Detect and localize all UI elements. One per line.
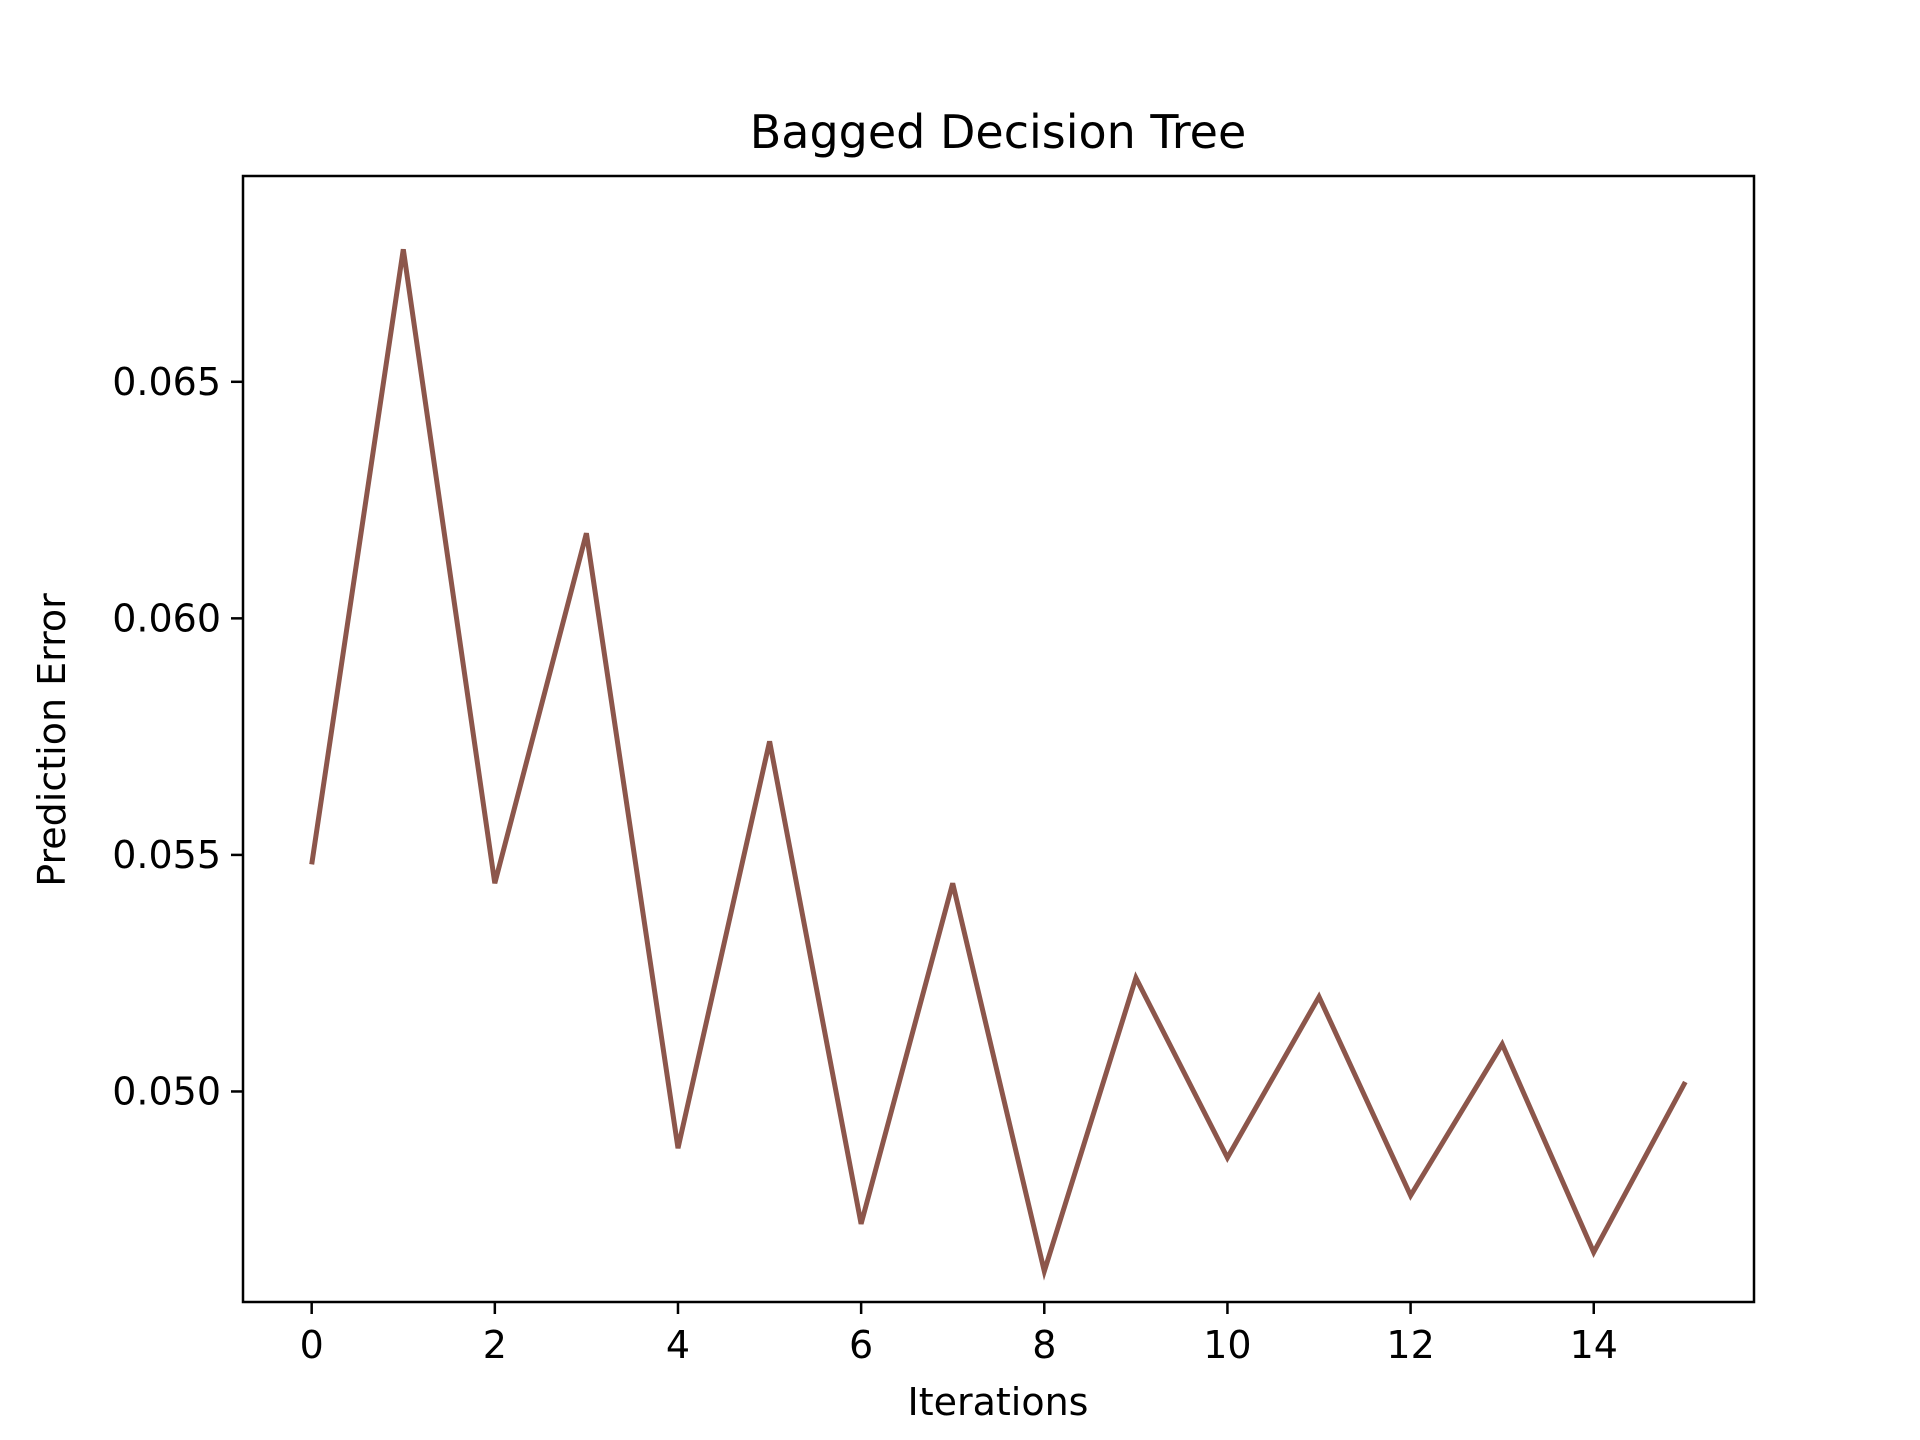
x-tick-label: 14 (1570, 1323, 1618, 1367)
axes-frame (241, 174, 1756, 1304)
x-tick-label: 12 (1386, 1323, 1434, 1367)
series-layer (309, 248, 1688, 1281)
chart-title: Bagged Decision Tree (750, 105, 1247, 159)
y-tick-label: 0.055 (112, 833, 221, 877)
y-axis-ticks: 0.050 0.055 0.060 0.065 (112, 360, 243, 1113)
x-tick-label: 6 (849, 1323, 873, 1367)
series-line-0 (309, 248, 1688, 1281)
y-tick-label: 0.050 (112, 1069, 221, 1113)
x-axis-label: Iterations (908, 1380, 1089, 1424)
x-tick-label: 2 (483, 1323, 507, 1367)
y-tick-label: 0.065 (112, 360, 221, 404)
x-tick-label: 8 (1032, 1323, 1056, 1367)
y-tick-label: 0.060 (112, 596, 221, 640)
x-tick-label: 0 (300, 1323, 324, 1367)
x-axis-ticks: 0 2 4 6 8 10 12 14 (300, 1302, 1618, 1367)
x-tick-label: 10 (1203, 1323, 1251, 1367)
x-tick-label: 4 (666, 1323, 690, 1367)
y-axis-label: Prediction Error (30, 593, 74, 887)
